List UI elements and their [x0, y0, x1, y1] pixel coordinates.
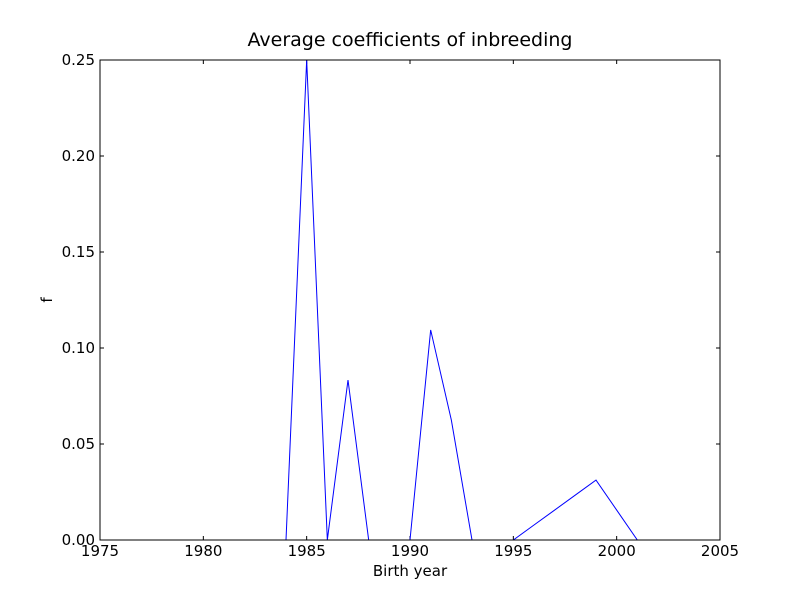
x-tick-label: 1985 — [288, 542, 326, 560]
x-tick-label: 1990 — [391, 542, 429, 560]
data-point — [554, 510, 555, 511]
chart-title: Average coefficients of inbreeding — [248, 29, 573, 51]
y-tick-label: 0.05 — [62, 435, 95, 453]
y-tick-label: 0.15 — [62, 243, 95, 261]
axes-frame — [99, 59, 721, 541]
y-tick-label: 0.10 — [62, 339, 95, 357]
y-tick-label: 0.25 — [62, 51, 95, 69]
y-axis-ticks: 0.00 0.05 0.10 0.15 0.20 0.25 — [62, 51, 720, 549]
plot-area — [100, 60, 720, 540]
x-tick-label: 1975 — [81, 542, 119, 560]
x-axis-label: Birth year — [373, 562, 448, 580]
data-point — [451, 420, 452, 421]
data-point — [616, 510, 617, 511]
y-tick-label: 0.20 — [62, 147, 95, 165]
y-axis-label: f — [38, 297, 56, 303]
data-point — [430, 329, 431, 330]
x-tick-label: 1995 — [494, 542, 532, 560]
x-axis-ticks: 1975 1980 1985 1990 1995 2000 2005 — [81, 60, 739, 560]
data-point — [534, 525, 535, 526]
y-tick-label: 0.00 — [62, 531, 95, 549]
data-point — [596, 480, 597, 481]
data-point — [575, 495, 576, 496]
x-tick-label: 2000 — [598, 542, 636, 560]
data-point — [348, 380, 349, 381]
x-tick-label: 1980 — [184, 542, 222, 560]
x-tick-label: 2005 — [701, 542, 739, 560]
